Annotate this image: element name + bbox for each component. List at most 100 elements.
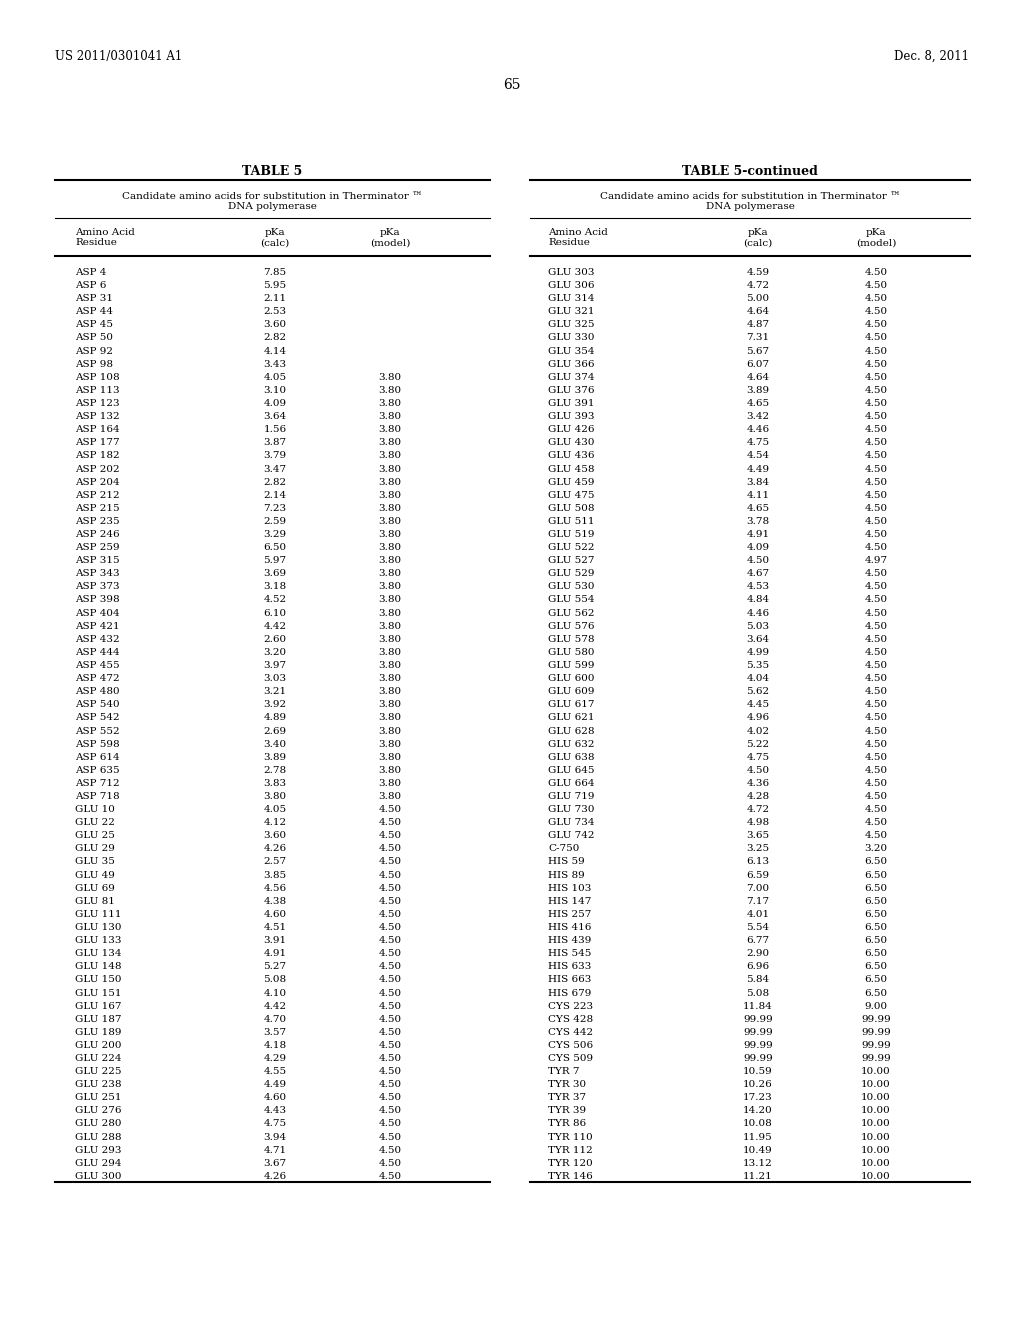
Text: GLU 391: GLU 391 <box>548 399 595 408</box>
Text: 4.50: 4.50 <box>379 1028 401 1036</box>
Text: 3.80: 3.80 <box>263 792 287 801</box>
Text: 3.80: 3.80 <box>379 622 401 631</box>
Text: 4.65: 4.65 <box>746 399 770 408</box>
Text: 13.12: 13.12 <box>743 1159 773 1168</box>
Text: 4.50: 4.50 <box>864 281 888 290</box>
Text: 4.42: 4.42 <box>263 1002 287 1011</box>
Text: 10.00: 10.00 <box>861 1133 891 1142</box>
Text: 5.00: 5.00 <box>746 294 770 304</box>
Text: 6.59: 6.59 <box>746 871 770 879</box>
Text: 6.50: 6.50 <box>864 896 888 906</box>
Text: 4.29: 4.29 <box>263 1053 287 1063</box>
Text: 4.59: 4.59 <box>746 268 770 277</box>
Text: ASP 164: ASP 164 <box>75 425 120 434</box>
Text: 6.07: 6.07 <box>746 360 770 368</box>
Text: 6.50: 6.50 <box>864 989 888 998</box>
Text: 4.50: 4.50 <box>864 661 888 671</box>
Text: 6.10: 6.10 <box>263 609 287 618</box>
Text: ASP 235: ASP 235 <box>75 517 120 525</box>
Text: TYR 7: TYR 7 <box>548 1067 580 1076</box>
Text: 4.50: 4.50 <box>864 334 888 342</box>
Text: ASP 718: ASP 718 <box>75 792 120 801</box>
Text: 14.20: 14.20 <box>743 1106 773 1115</box>
Text: GLU 436: GLU 436 <box>548 451 595 461</box>
Text: 4.18: 4.18 <box>263 1041 287 1049</box>
Text: TYR 86: TYR 86 <box>548 1119 586 1129</box>
Text: 4.75: 4.75 <box>746 752 770 762</box>
Text: 4.50: 4.50 <box>746 766 770 775</box>
Text: 3.80: 3.80 <box>379 531 401 539</box>
Text: GLU 22: GLU 22 <box>75 818 115 828</box>
Text: GLU 303: GLU 303 <box>548 268 595 277</box>
Text: ASP 373: ASP 373 <box>75 582 120 591</box>
Text: 3.80: 3.80 <box>379 635 401 644</box>
Text: 3.78: 3.78 <box>746 517 770 525</box>
Text: 4.11: 4.11 <box>746 491 770 500</box>
Text: 3.84: 3.84 <box>746 478 770 487</box>
Text: GLU 81: GLU 81 <box>75 896 115 906</box>
Text: 4.50: 4.50 <box>864 543 888 552</box>
Text: 3.87: 3.87 <box>263 438 287 447</box>
Text: ASP 204: ASP 204 <box>75 478 120 487</box>
Text: 10.00: 10.00 <box>861 1067 891 1076</box>
Text: 4.50: 4.50 <box>864 595 888 605</box>
Text: 4.64: 4.64 <box>746 308 770 317</box>
Text: 4.50: 4.50 <box>864 805 888 814</box>
Text: 3.03: 3.03 <box>263 675 287 682</box>
Text: 4.50: 4.50 <box>379 1172 401 1181</box>
Text: GLU 25: GLU 25 <box>75 832 115 841</box>
Text: 4.50: 4.50 <box>379 1080 401 1089</box>
Text: GLU 734: GLU 734 <box>548 818 595 828</box>
Text: GLU 224: GLU 224 <box>75 1053 122 1063</box>
Text: 4.65: 4.65 <box>746 504 770 512</box>
Text: 10.00: 10.00 <box>861 1159 891 1168</box>
Text: 3.79: 3.79 <box>263 451 287 461</box>
Text: ASP 472: ASP 472 <box>75 675 120 682</box>
Text: 4.50: 4.50 <box>864 752 888 762</box>
Text: 4.49: 4.49 <box>263 1080 287 1089</box>
Text: pKa
(calc): pKa (calc) <box>260 228 290 247</box>
Text: 3.80: 3.80 <box>379 569 401 578</box>
Text: 3.94: 3.94 <box>263 1133 287 1142</box>
Text: 5.97: 5.97 <box>263 556 287 565</box>
Text: ASP 343: ASP 343 <box>75 569 120 578</box>
Text: 4.50: 4.50 <box>379 1146 401 1155</box>
Text: GLU 628: GLU 628 <box>548 726 595 735</box>
Text: Dec. 8, 2011: Dec. 8, 2011 <box>894 50 969 63</box>
Text: pKa
(model): pKa (model) <box>856 228 896 247</box>
Text: ASP 455: ASP 455 <box>75 661 120 671</box>
Text: GLU 134: GLU 134 <box>75 949 122 958</box>
Text: HIS 679: HIS 679 <box>548 989 592 998</box>
Text: GLU 251: GLU 251 <box>75 1093 122 1102</box>
Text: HIS 89: HIS 89 <box>548 871 585 879</box>
Text: 5.03: 5.03 <box>746 622 770 631</box>
Text: 3.80: 3.80 <box>379 752 401 762</box>
Text: GLU 742: GLU 742 <box>548 832 595 841</box>
Text: 4.50: 4.50 <box>864 635 888 644</box>
Text: TYR 30: TYR 30 <box>548 1080 586 1089</box>
Text: ASP 398: ASP 398 <box>75 595 120 605</box>
Text: 4.46: 4.46 <box>746 425 770 434</box>
Text: 4.50: 4.50 <box>864 517 888 525</box>
Text: 3.92: 3.92 <box>263 701 287 709</box>
Text: 3.80: 3.80 <box>379 582 401 591</box>
Text: GLU 187: GLU 187 <box>75 1015 122 1024</box>
Text: TABLE 5: TABLE 5 <box>243 165 303 178</box>
Text: 4.64: 4.64 <box>746 372 770 381</box>
Text: 4.50: 4.50 <box>864 701 888 709</box>
Text: TYR 37: TYR 37 <box>548 1093 586 1102</box>
Text: 6.50: 6.50 <box>263 543 287 552</box>
Text: GLU 632: GLU 632 <box>548 739 595 748</box>
Text: 4.04: 4.04 <box>746 675 770 682</box>
Text: 4.99: 4.99 <box>746 648 770 657</box>
Text: CYS 506: CYS 506 <box>548 1041 593 1049</box>
Text: 4.50: 4.50 <box>379 1067 401 1076</box>
Text: 4.50: 4.50 <box>379 1002 401 1011</box>
Text: 2.69: 2.69 <box>263 726 287 735</box>
Text: 6.50: 6.50 <box>864 883 888 892</box>
Text: 4.50: 4.50 <box>379 1133 401 1142</box>
Text: 4.50: 4.50 <box>864 465 888 474</box>
Text: 3.80: 3.80 <box>379 713 401 722</box>
Text: GLU 554: GLU 554 <box>548 595 595 605</box>
Text: GLU 562: GLU 562 <box>548 609 595 618</box>
